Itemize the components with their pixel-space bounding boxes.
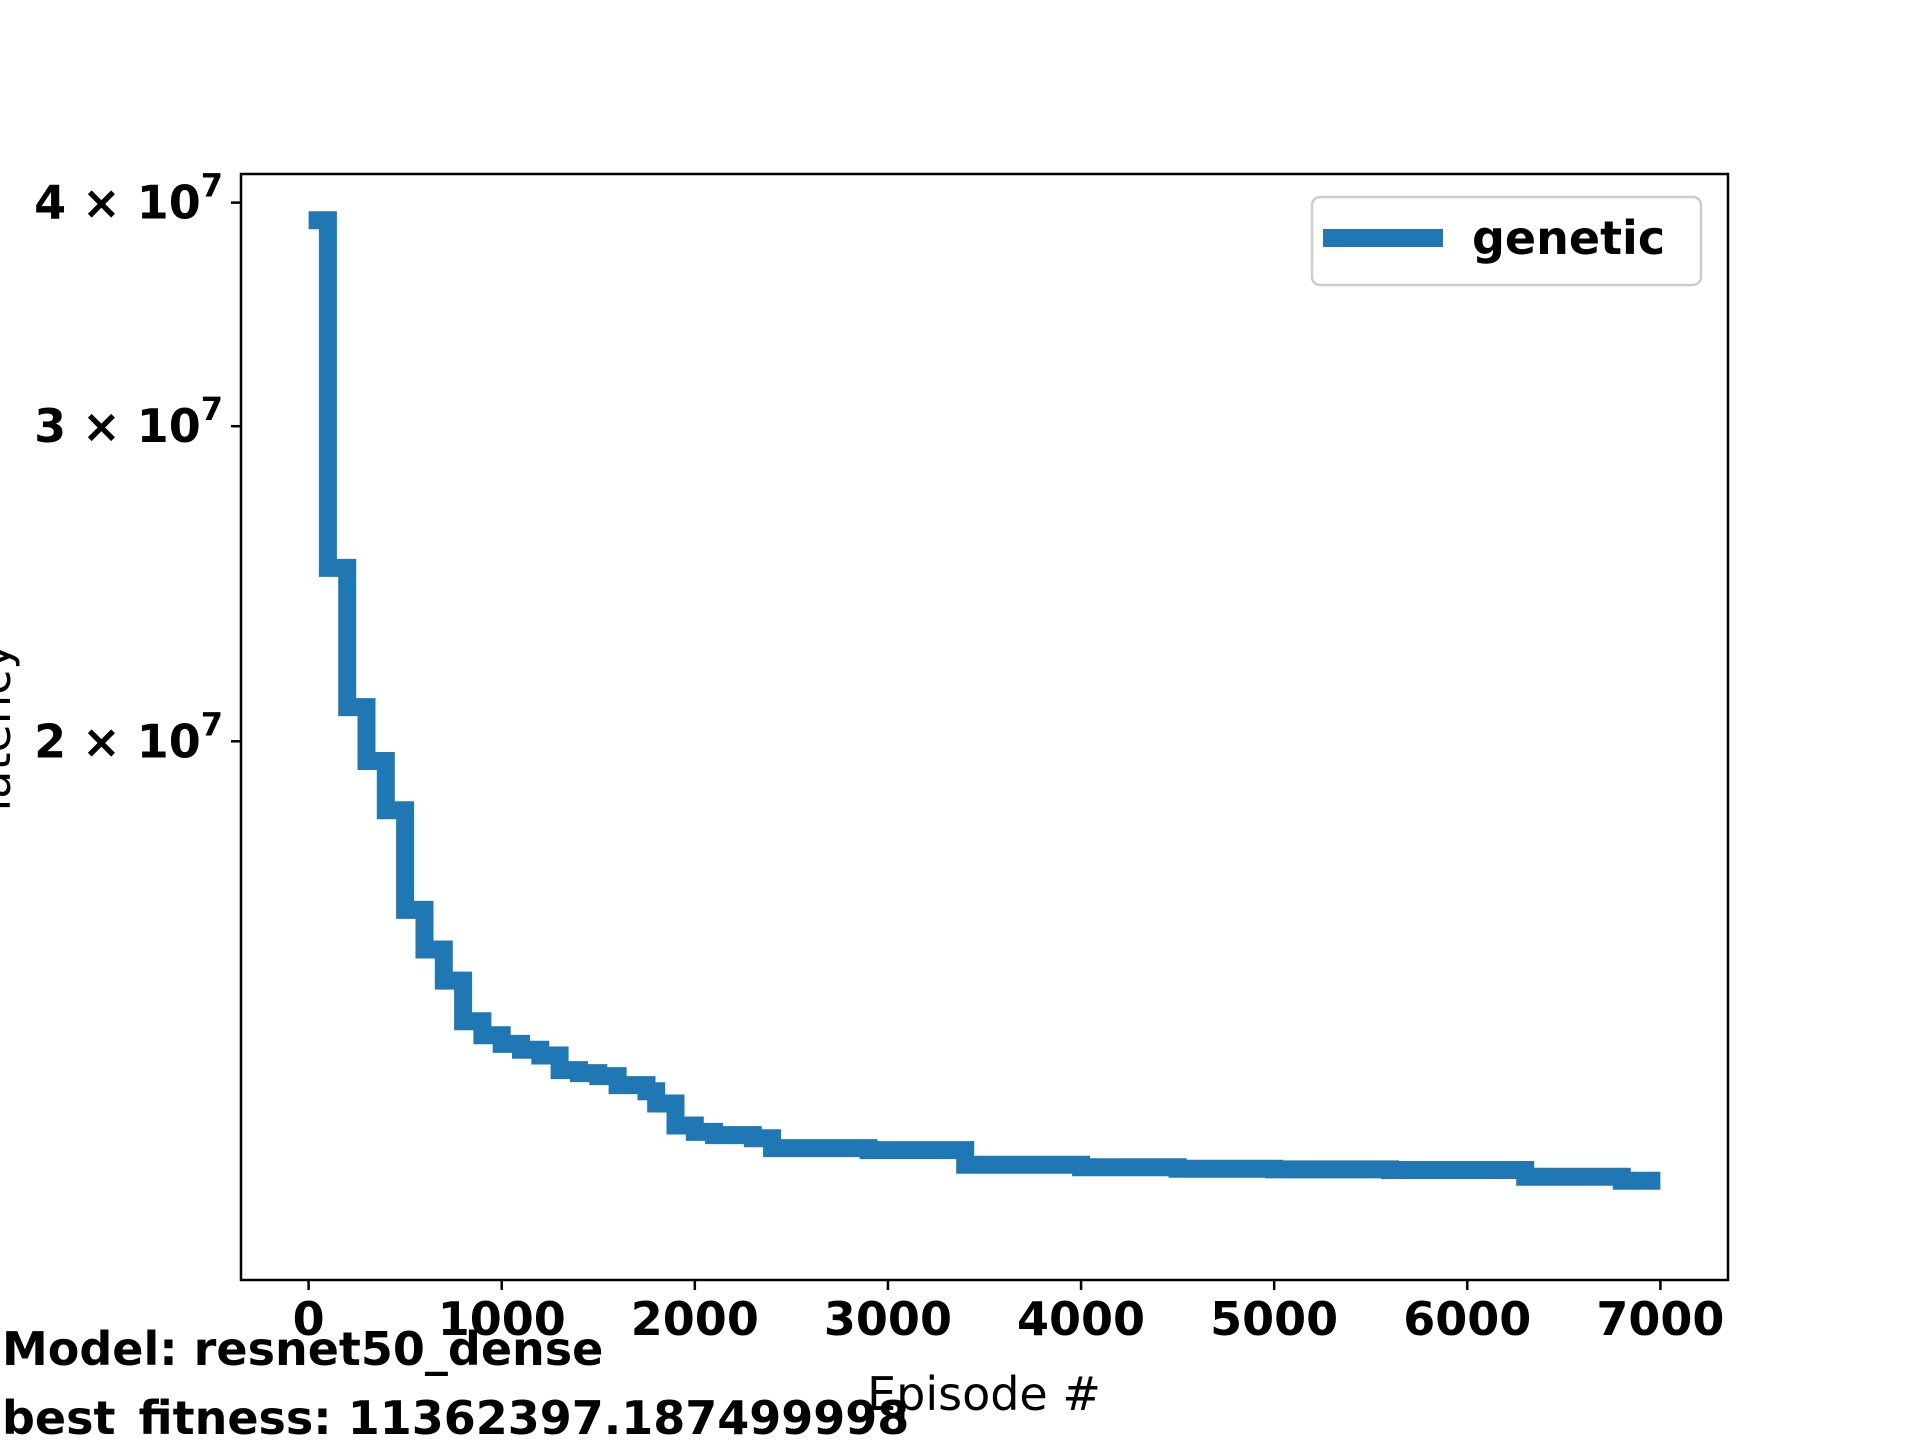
x-axis-title: Episode # (867, 1367, 1101, 1421)
y-ticks: 2 × 107 3 × 107 4 × 107 (34, 167, 241, 768)
y-tick-label: 4 × 107 (34, 167, 223, 230)
x-tick-label: 0 (293, 1292, 325, 1346)
x-tick-label: 6000 (1403, 1292, 1531, 1346)
x-tick-label: 3000 (824, 1292, 952, 1346)
x-tick-label: 2000 (631, 1292, 759, 1346)
footer-model: Model: resnet50_dense (2, 1322, 603, 1376)
x-tick-label: 1000 (438, 1292, 566, 1346)
x-ticks: 0 1000 2000 3000 4000 5000 6000 7000 (293, 1280, 1724, 1346)
legend: genetic (1310, 195, 1703, 287)
footer-best-fitness: best_fitness: 11362397.187499998 (2, 1391, 909, 1440)
y-tick-label: 3 × 107 (34, 390, 223, 453)
legend-box (1310, 195, 1703, 287)
series-line-genetic (308, 211, 1661, 1190)
y-tick-label: 2 × 107 (34, 705, 223, 768)
legend-label-genetic: genetic (1472, 211, 1665, 265)
x-tick-label: 4000 (1017, 1292, 1145, 1346)
plot-frame (239, 172, 1730, 1282)
x-tick-label: 7000 (1596, 1292, 1724, 1346)
x-tick-label: 5000 (1210, 1292, 1338, 1346)
series-layer (308, 211, 1661, 1190)
plot-area (241, 174, 1728, 1280)
y-axis-title: latency (0, 643, 21, 812)
